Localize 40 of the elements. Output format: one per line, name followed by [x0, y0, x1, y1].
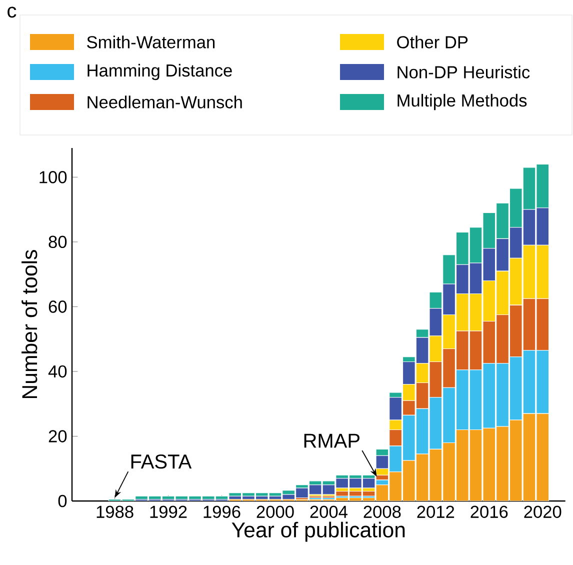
y-tick-label: 100: [40, 171, 67, 184]
bar: [522, 167, 536, 210]
x-tick-label: 2008: [364, 506, 401, 518]
bar: [389, 397, 402, 420]
bar: [469, 429, 482, 501]
x-tick-label: 1992: [150, 506, 187, 518]
y-tick-label: 20: [48, 430, 67, 442]
x-tick-label: 1996: [204, 506, 240, 518]
legend-label: Hamming Distance: [88, 64, 232, 80]
bar: [416, 337, 429, 364]
bar: [536, 413, 550, 501]
y-tick-label: 80: [48, 236, 67, 248]
legend-label: Needleman-Wunsch: [88, 96, 242, 108]
y-tick-label: 60: [48, 300, 67, 313]
x-tick-label: 2020: [524, 506, 562, 518]
bar: [376, 455, 389, 469]
y-tick-label: 40: [48, 365, 67, 378]
x-axis-title: Year of publication: [232, 522, 405, 542]
bar: [469, 227, 482, 264]
legend-label: Multiple Methods: [398, 94, 527, 110]
annotation: RMAP: [304, 434, 360, 448]
legend-label: Other DP: [397, 36, 468, 48]
bar: [536, 208, 550, 246]
bar: [522, 209, 536, 246]
x-tick-label: 2016: [470, 506, 508, 518]
bar: [522, 413, 536, 501]
x-tick-label: 2004: [310, 506, 348, 518]
legend-label: Smith-Waterman: [87, 36, 215, 48]
bar: [402, 361, 416, 385]
bar: [536, 164, 550, 208]
y-tick-label: 0: [58, 494, 67, 508]
annotation: FASTA: [131, 454, 192, 469]
text: c: [8, 6, 16, 18]
x-tick-label: 1988: [96, 506, 134, 518]
bar: [416, 454, 429, 501]
y-axis-title: Number of tools: [22, 250, 38, 398]
bar: [469, 262, 482, 294]
x-tick-label: 2012: [417, 506, 454, 518]
legend-label: Non-DP Heuristic: [398, 66, 530, 78]
x-tick-label: 2000: [256, 506, 294, 518]
